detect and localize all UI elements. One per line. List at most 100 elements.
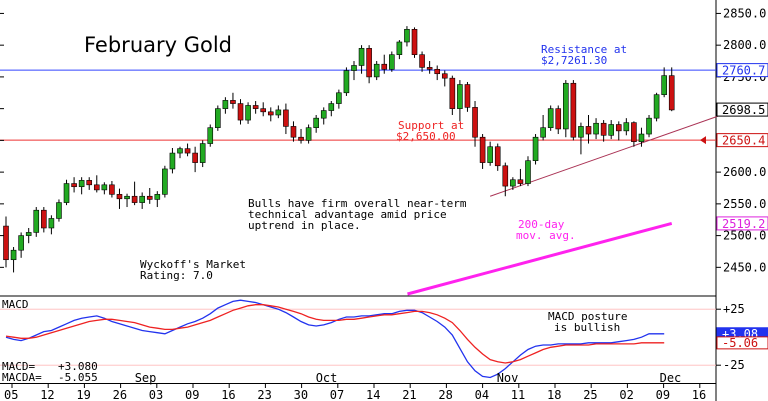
time-tick-label: 18 [547,388,561,401]
ma200-line [407,221,673,296]
candle-body [555,108,562,130]
candle-body [547,108,554,128]
macd-panel-title: MACD [2,298,29,311]
price-tick-label: 2800.0 [723,38,766,52]
candle-body [222,100,229,109]
time-tick-label: 04 [475,388,489,401]
candle-body [192,152,198,163]
support-label-line1: Support at [398,119,464,132]
candle-body [593,122,599,135]
candle-body [441,73,448,79]
price-tag-label: 2519.2 [722,217,765,231]
price-tag-box [716,102,768,117]
candle-body [154,194,161,200]
resistance-label-line2: $2,7261.30 [541,54,607,67]
month-label: Dec [660,371,682,385]
resistance-label-line1: Resistance at [541,43,627,56]
candle-body [479,136,486,163]
candle-body [389,54,395,70]
candle-body [411,28,418,55]
price-tick-label: 2500.0 [723,229,766,243]
macd-tag-label: -5.06 [722,336,758,350]
candle-body [336,92,342,104]
time-tick-label: 11 [511,388,525,401]
time-axis: 05 12 19 26 03 09 16 23 30 07 14 21 28 04 11 18 25 02 09 16… [4,371,706,401]
candle-body [177,148,183,154]
candle-body [381,63,388,70]
month-label: Nov [497,371,519,385]
time-tick-label: 25 [583,388,597,401]
candle-body [283,109,289,127]
time-tick-label: 19 [76,388,90,401]
candle-body [358,48,365,66]
candle-body [615,124,622,132]
candle-body [419,54,425,68]
candle-body [199,143,206,163]
time-tick-label: 03 [149,388,163,401]
price-tick-label: 2450.0 [723,260,766,274]
candle-body [668,75,675,111]
candle-body [207,127,214,144]
candle-body [93,184,100,191]
candle-body [320,110,327,119]
candle-body [343,70,350,94]
time-tick-label: 23 [257,388,271,401]
time-tick-label: 16 [221,388,235,401]
time-tick-label: 26 [113,388,127,401]
candle-body [260,108,267,113]
candle-body [646,117,652,135]
candle-body [18,235,24,251]
price-tick-label: 2550.0 [723,197,766,211]
candle-body [3,225,9,261]
candle-body [404,28,410,43]
candle-body [532,136,539,161]
month-label: Oct [316,371,338,385]
candle-body [116,194,123,200]
month-label: Sep [135,371,157,385]
time-tick-label: 14 [366,388,380,401]
candle-body [86,180,93,186]
candle-body [169,152,176,170]
candle-body [494,146,501,167]
candle-body [109,184,115,195]
ma200-path [407,221,673,296]
candle-body [215,108,221,128]
candle-body [25,232,32,236]
candle-body [434,68,441,75]
time-tick-label: 07 [330,388,344,401]
candle-body [449,77,456,109]
bulls-note-line3: uptrend in place. [248,219,361,232]
macd-panel: +25-25+3.08-5.06 [0,299,768,379]
candle-body [230,100,236,104]
candle-body [71,183,77,188]
candle-body [396,41,403,55]
horizontal-levels [0,69,716,141]
price-tag-box [716,216,768,231]
macda-readout-label: MACDA= [2,371,42,384]
candle-body [472,107,478,138]
time-tick-label: 16 [692,388,706,401]
time-tick-label: 30 [294,388,308,401]
candlestick-series [3,26,675,273]
candle-body [540,127,546,138]
candle-body [487,146,493,163]
chart-title: February Gold [84,33,232,57]
price-tags: 2760.7 2698.5 2650.4 2519.2 [700,63,768,231]
price-tag-label: 2698.5 [722,103,765,117]
candle-body [237,103,244,121]
candle-body [184,148,191,154]
candle-body [252,105,259,109]
time-tick-label: 02 [619,388,633,401]
candle-body [313,117,319,128]
candle-body [328,103,335,111]
support-label-line2: $2,650.00 [396,130,456,143]
time-tick-label: 09 [656,388,670,401]
macd-posture-line1: MACD posture [548,310,627,323]
price-tick-label: 2850.0 [723,6,766,20]
price-tag-box [716,63,768,78]
candle-body [63,183,70,203]
bulls-note-line2: technical advantage amid price [248,208,447,221]
candle-body [78,180,85,188]
candle-body [464,84,471,108]
